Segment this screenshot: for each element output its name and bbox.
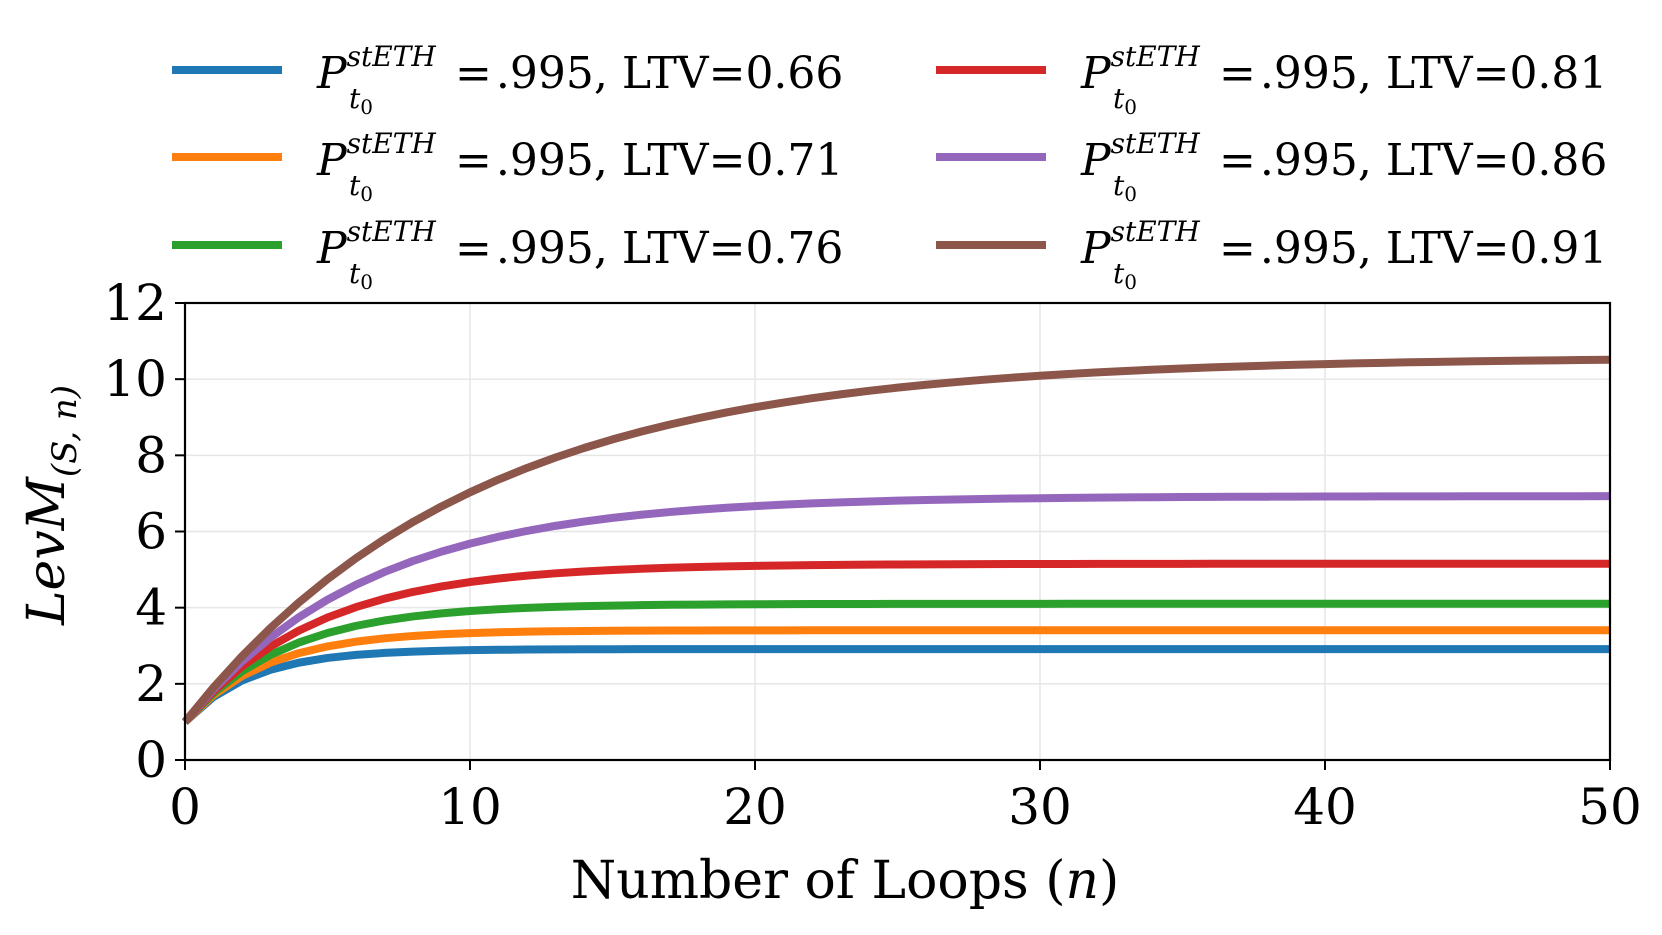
series-line-6 [181,355,1611,725]
y-tick-label: 4 [135,579,167,637]
legend-label: PstETH t0=.995, LTV=0.81 [1080,40,1607,119]
legend-label: PstETH t0=.995, LTV=0.91 [1080,215,1607,294]
legend-label: PstETH t0=.995, LTV=0.71 [316,127,843,206]
x-tick-label: 0 [169,778,201,836]
x-tick-label: 10 [438,778,502,836]
legend: PstETH t0=.995, LTV=0.66 PstETH t0=.995, LT… [172,40,1607,294]
y-tick-label: 6 [135,503,167,561]
y-axis-label: LevM(S, n) [17,385,85,626]
series-line-5 [181,492,1611,725]
legend-item: PstETH t0=.995, LTV=0.91 [936,215,1607,294]
series-line-1 [182,645,1610,725]
y-tick-label: 8 [135,426,167,484]
series-line-4 [182,559,1610,725]
legend-label: PstETH t0=.995, LTV=0.66 [316,40,843,119]
y-tick-label: 2 [135,655,167,713]
ticks: 0 10 20 30 40 50 0 2 4 6 8 10 12 [103,274,1641,836]
x-axis-label: Number of Loops (n) [571,851,1120,911]
series-line-3 [182,599,1610,725]
legend-item: PstETH t0=.995, LTV=0.71 [172,127,843,206]
y-tick-label: 10 [103,350,167,408]
x-tick-label: 50 [1578,778,1642,836]
series-layer [181,355,1611,725]
x-tick-label: 20 [723,778,787,836]
legend-item: PstETH t0=.995, LTV=0.76 [172,215,843,294]
legend-item: PstETH t0=.995, LTV=0.81 [936,40,1607,119]
legend-label: PstETH t0=.995, LTV=0.76 [316,215,843,294]
series-line-2 [182,626,1610,725]
legend-item: PstETH t0=.995, LTV=0.86 [936,127,1607,206]
x-tick-label: 30 [1008,778,1072,836]
x-tick-label: 40 [1293,778,1357,836]
y-tick-label: 12 [103,274,167,332]
legend-item: PstETH t0=.995, LTV=0.66 [172,40,843,119]
legend-label: PstETH t0=.995, LTV=0.86 [1080,127,1607,206]
y-tick-label: 0 [135,731,167,789]
